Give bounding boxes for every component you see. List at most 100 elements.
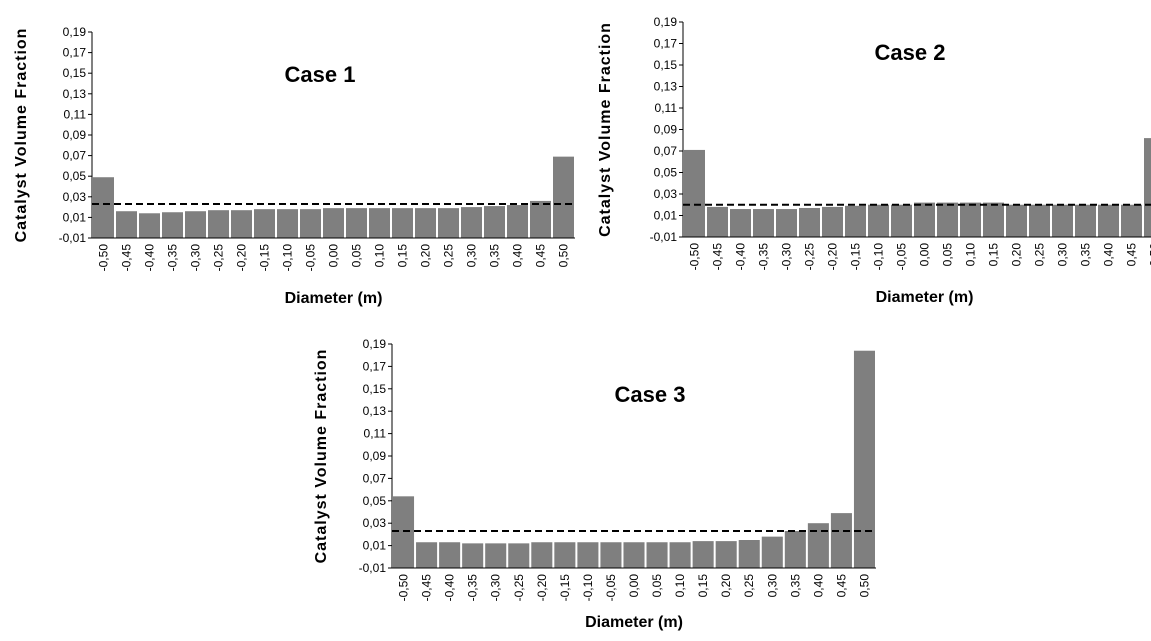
y-tick-label: 0,03	[654, 187, 678, 201]
bar	[416, 542, 437, 568]
bar	[1075, 205, 1096, 237]
y-tick-label: 0,15	[363, 382, 387, 396]
x-tick-label: -0,05	[304, 244, 318, 272]
bar	[277, 209, 298, 238]
x-axis-label: Diameter (m)	[876, 289, 974, 306]
x-tick-label: 0,00	[918, 243, 932, 267]
x-tick-label: -0,40	[443, 574, 457, 602]
x-tick-label: -0,10	[581, 574, 595, 602]
x-tick-label: -0,35	[166, 244, 180, 272]
bar	[346, 208, 367, 238]
bar	[960, 203, 981, 237]
y-tick-label: 0,19	[654, 15, 678, 29]
y-tick-label: -0,01	[650, 230, 678, 244]
x-tick-label: -0,30	[489, 574, 503, 602]
bar	[554, 542, 575, 568]
x-tick-label: 0,25	[1033, 243, 1047, 267]
bar	[438, 208, 459, 238]
x-tick-label: -0,10	[281, 244, 295, 272]
chart-title: Case 2	[875, 40, 946, 65]
chart-title: Case 1	[285, 62, 356, 87]
y-tick-label: 0,03	[63, 190, 87, 204]
x-tick-label: -0,15	[258, 244, 272, 272]
y-tick-label: 0,19	[363, 337, 387, 351]
chart-title: Case 3	[615, 382, 686, 407]
y-axis-label: Catalyst Volume Fraction	[597, 22, 614, 237]
bar	[937, 203, 958, 237]
bar	[577, 542, 598, 568]
x-tick-label: -0,50	[97, 244, 111, 272]
x-tick-label: 0,05	[350, 244, 364, 268]
x-tick-label: -0,15	[558, 574, 572, 602]
x-tick-label: 0,00	[327, 244, 341, 268]
x-tick-label: -0,30	[780, 243, 794, 271]
x-tick-label: -0,20	[535, 574, 549, 602]
x-tick-label: 0,25	[442, 244, 456, 268]
x-tick-label: -0,25	[803, 243, 817, 271]
bar	[1098, 205, 1119, 237]
bar	[116, 211, 137, 238]
bar	[439, 542, 460, 568]
bar	[776, 209, 797, 237]
bar	[392, 208, 413, 238]
x-tick-label: 0,50	[1148, 243, 1151, 267]
x-tick-label: 0,05	[941, 243, 955, 267]
x-tick-label: 0,40	[811, 574, 825, 598]
y-tick-label: 0,07	[654, 144, 678, 158]
bar	[507, 205, 528, 238]
x-tick-label: -0,05	[895, 243, 909, 271]
bar	[530, 201, 551, 238]
bar	[254, 209, 275, 238]
y-tick-label: 0,09	[63, 128, 87, 142]
y-tick-label: 0,01	[363, 539, 387, 553]
bar	[799, 208, 820, 237]
x-tick-label: 0,20	[419, 244, 433, 268]
x-tick-label: -0,30	[189, 244, 203, 272]
bar	[868, 205, 889, 237]
bar	[93, 177, 114, 238]
bar	[670, 542, 691, 568]
y-tick-label: -0,01	[359, 561, 387, 575]
x-axis-label: Diameter (m)	[585, 614, 683, 631]
bar	[300, 209, 321, 238]
x-tick-label: 0,10	[673, 574, 687, 598]
bar	[716, 541, 737, 568]
bar	[822, 207, 843, 237]
x-tick-label: 0,10	[373, 244, 387, 268]
x-tick-label: 0,25	[742, 574, 756, 598]
bar	[730, 209, 751, 237]
bar	[647, 542, 668, 568]
y-tick-label: 0,13	[654, 80, 678, 94]
bar	[762, 537, 783, 568]
bar	[485, 543, 506, 568]
x-tick-label: -0,40	[734, 243, 748, 271]
x-tick-label: -0,45	[120, 244, 134, 272]
x-tick-label: -0,10	[872, 243, 886, 271]
bar	[1144, 138, 1151, 237]
y-tick-label: 0,15	[654, 58, 678, 72]
bar	[983, 203, 1004, 237]
bar	[1029, 205, 1050, 237]
x-tick-label: 0,45	[834, 574, 848, 598]
x-tick-label: 0,35	[1079, 243, 1093, 267]
y-tick-label: 0,19	[63, 25, 87, 39]
bar	[484, 206, 505, 238]
bar	[369, 208, 390, 238]
x-tick-label: 0,45	[534, 244, 548, 268]
x-tick-label: -0,35	[757, 243, 771, 271]
y-tick-label: 0,13	[363, 404, 387, 418]
x-tick-label: -0,05	[604, 574, 618, 602]
x-tick-label: 0,15	[696, 574, 710, 598]
bar	[753, 209, 774, 237]
y-tick-label: 0,09	[363, 449, 387, 463]
x-tick-label: 0,35	[488, 244, 502, 268]
x-tick-label: -0,50	[397, 574, 411, 602]
y-tick-label: 0,01	[63, 210, 87, 224]
y-tick-label: 0,11	[64, 107, 87, 121]
y-tick-label: 0,17	[63, 46, 87, 60]
x-tick-label: 0,30	[765, 574, 779, 598]
